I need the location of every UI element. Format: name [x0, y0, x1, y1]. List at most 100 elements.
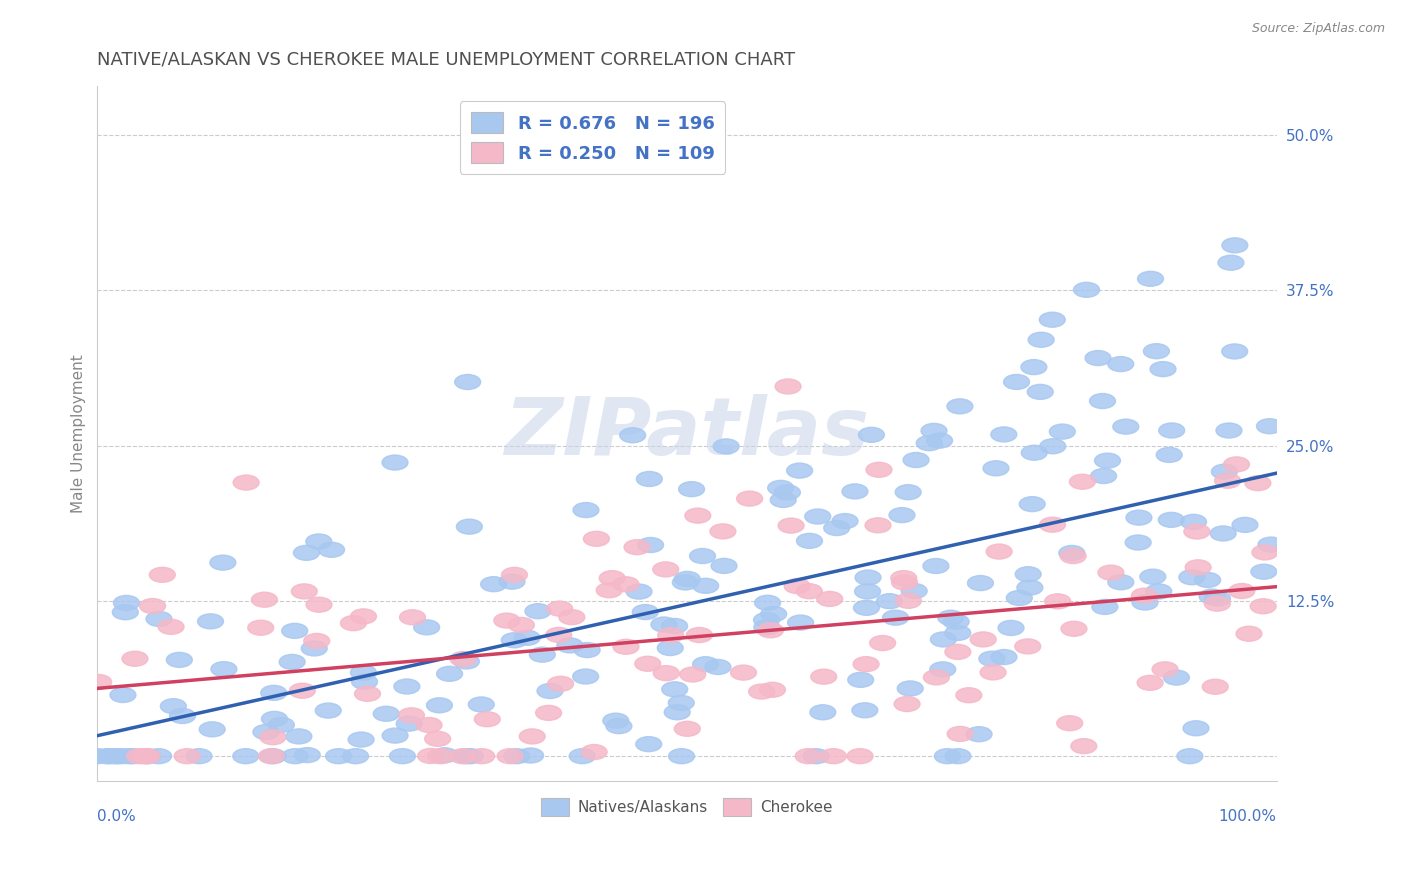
- Ellipse shape: [1143, 343, 1170, 359]
- Ellipse shape: [498, 748, 523, 764]
- Ellipse shape: [425, 731, 450, 747]
- Ellipse shape: [1258, 537, 1284, 552]
- Ellipse shape: [454, 375, 481, 390]
- Ellipse shape: [104, 748, 129, 764]
- Ellipse shape: [651, 617, 676, 632]
- Ellipse shape: [948, 726, 973, 741]
- Ellipse shape: [1182, 721, 1209, 736]
- Ellipse shape: [389, 748, 415, 764]
- Ellipse shape: [929, 662, 956, 677]
- Ellipse shape: [453, 654, 479, 669]
- Ellipse shape: [891, 575, 918, 590]
- Ellipse shape: [737, 491, 762, 506]
- Ellipse shape: [1177, 748, 1202, 764]
- Ellipse shape: [515, 631, 540, 645]
- Ellipse shape: [1251, 545, 1278, 560]
- Ellipse shape: [114, 596, 139, 610]
- Y-axis label: Male Unemployment: Male Unemployment: [72, 354, 86, 513]
- Ellipse shape: [122, 651, 148, 666]
- Ellipse shape: [1195, 573, 1220, 588]
- Ellipse shape: [259, 748, 284, 764]
- Ellipse shape: [529, 647, 555, 662]
- Ellipse shape: [1250, 599, 1277, 614]
- Ellipse shape: [956, 688, 981, 703]
- Ellipse shape: [796, 748, 821, 764]
- Ellipse shape: [870, 635, 896, 650]
- Ellipse shape: [494, 613, 520, 628]
- Ellipse shape: [574, 642, 600, 657]
- Ellipse shape: [1070, 475, 1095, 489]
- Ellipse shape: [1178, 570, 1205, 585]
- Ellipse shape: [922, 558, 949, 574]
- Ellipse shape: [832, 514, 858, 529]
- Ellipse shape: [865, 517, 891, 533]
- Ellipse shape: [1257, 418, 1282, 434]
- Ellipse shape: [1205, 596, 1230, 611]
- Ellipse shape: [889, 508, 915, 523]
- Ellipse shape: [319, 542, 344, 558]
- Ellipse shape: [1244, 475, 1271, 491]
- Ellipse shape: [574, 502, 599, 517]
- Ellipse shape: [416, 717, 441, 732]
- Ellipse shape: [810, 705, 835, 720]
- Ellipse shape: [558, 609, 585, 624]
- Ellipse shape: [468, 748, 495, 764]
- Ellipse shape: [1060, 549, 1085, 564]
- Ellipse shape: [583, 532, 609, 546]
- Ellipse shape: [200, 722, 225, 737]
- Ellipse shape: [174, 748, 200, 764]
- Ellipse shape: [943, 615, 969, 629]
- Ellipse shape: [432, 747, 457, 763]
- Ellipse shape: [596, 582, 621, 598]
- Ellipse shape: [290, 683, 315, 698]
- Ellipse shape: [662, 618, 688, 633]
- Ellipse shape: [921, 424, 948, 438]
- Ellipse shape: [786, 463, 813, 478]
- Ellipse shape: [668, 696, 695, 710]
- Ellipse shape: [1150, 361, 1175, 376]
- Ellipse shape: [253, 724, 278, 739]
- Ellipse shape: [1137, 271, 1164, 286]
- Ellipse shape: [1015, 639, 1040, 654]
- Ellipse shape: [509, 617, 534, 632]
- Ellipse shape: [811, 669, 837, 684]
- Ellipse shape: [1146, 584, 1171, 599]
- Ellipse shape: [991, 649, 1017, 665]
- Ellipse shape: [252, 592, 277, 607]
- Ellipse shape: [427, 748, 454, 764]
- Ellipse shape: [761, 607, 786, 622]
- Ellipse shape: [754, 613, 779, 628]
- Ellipse shape: [1199, 589, 1225, 604]
- Ellipse shape: [654, 665, 679, 681]
- Ellipse shape: [260, 730, 285, 745]
- Ellipse shape: [1059, 545, 1085, 560]
- Ellipse shape: [536, 706, 561, 721]
- Text: 100.0%: 100.0%: [1219, 809, 1277, 824]
- Ellipse shape: [247, 620, 274, 635]
- Ellipse shape: [97, 748, 122, 764]
- Ellipse shape: [1090, 393, 1115, 409]
- Ellipse shape: [713, 439, 740, 454]
- Ellipse shape: [624, 540, 650, 555]
- Ellipse shape: [599, 571, 626, 586]
- Ellipse shape: [146, 748, 172, 764]
- Ellipse shape: [946, 399, 973, 414]
- Ellipse shape: [1028, 384, 1053, 400]
- Ellipse shape: [755, 595, 780, 610]
- Ellipse shape: [557, 638, 583, 653]
- Ellipse shape: [938, 610, 963, 625]
- Ellipse shape: [866, 462, 891, 477]
- Ellipse shape: [606, 719, 631, 733]
- Ellipse shape: [233, 748, 259, 764]
- Ellipse shape: [966, 727, 993, 742]
- Ellipse shape: [821, 748, 846, 764]
- Ellipse shape: [350, 609, 377, 624]
- Ellipse shape: [1039, 517, 1066, 533]
- Ellipse shape: [1019, 497, 1045, 512]
- Ellipse shape: [679, 667, 706, 682]
- Ellipse shape: [852, 703, 877, 718]
- Ellipse shape: [945, 644, 970, 659]
- Ellipse shape: [146, 611, 172, 626]
- Ellipse shape: [1222, 238, 1247, 252]
- Ellipse shape: [986, 544, 1012, 559]
